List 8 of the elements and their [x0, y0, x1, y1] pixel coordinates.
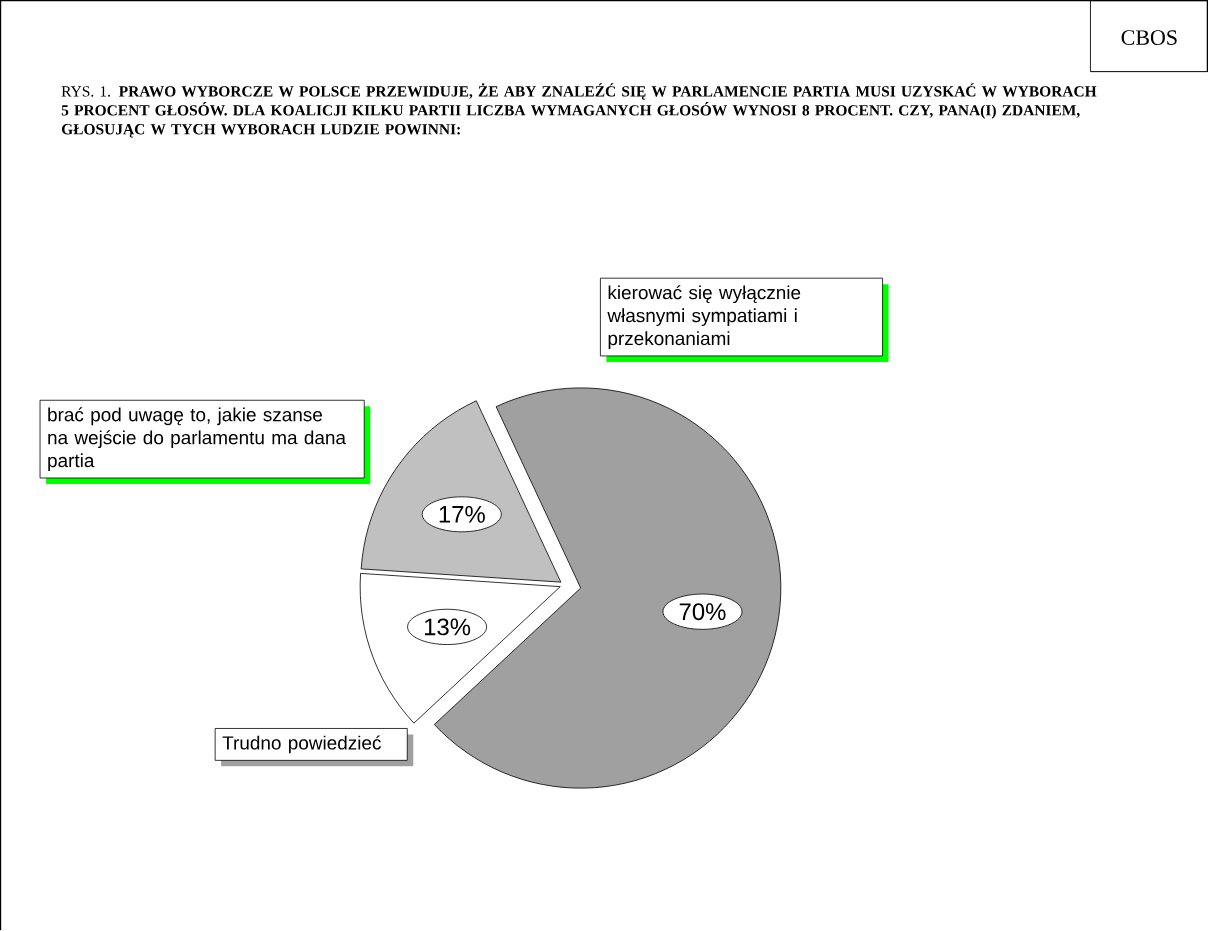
data-label: 17%: [439, 506, 485, 523]
data-label: 13%: [424, 618, 471, 636]
slice-label: Trudno powiedzieć: [222, 735, 381, 754]
text: CBOS: [1121, 30, 1177, 46]
data-label: 70%: [679, 603, 726, 621]
chart-title: RYS. 1. PRAWO WYBORCZE W POLSCE PRZEWIDUJE, ŻE ABY ZNALEŹĆ SIĘ W PARLAMENCIE PARTIA MUSI UZYSKAĆ W WYBORACH 5 PROCENT GŁOSÓW. DLA KOALICJI KILKU PARTII LICZBA WYMAGANYCH GŁOSÓW WYNOSI 8 PROCENT. CZY, PANA(I) ZDANIEM, GŁOSUJĄC W TYCH WYBORACH LUDZIE POWINNI:: [61, 83, 1097, 138]
slice-label: brać pod uwagę to, jakie szanse na wejście do parlamentu ma dana partia: [48, 407, 346, 472]
slice-label: kierować się wyłącznie własnymi sympatiami i przekonaniami: [607, 285, 801, 350]
